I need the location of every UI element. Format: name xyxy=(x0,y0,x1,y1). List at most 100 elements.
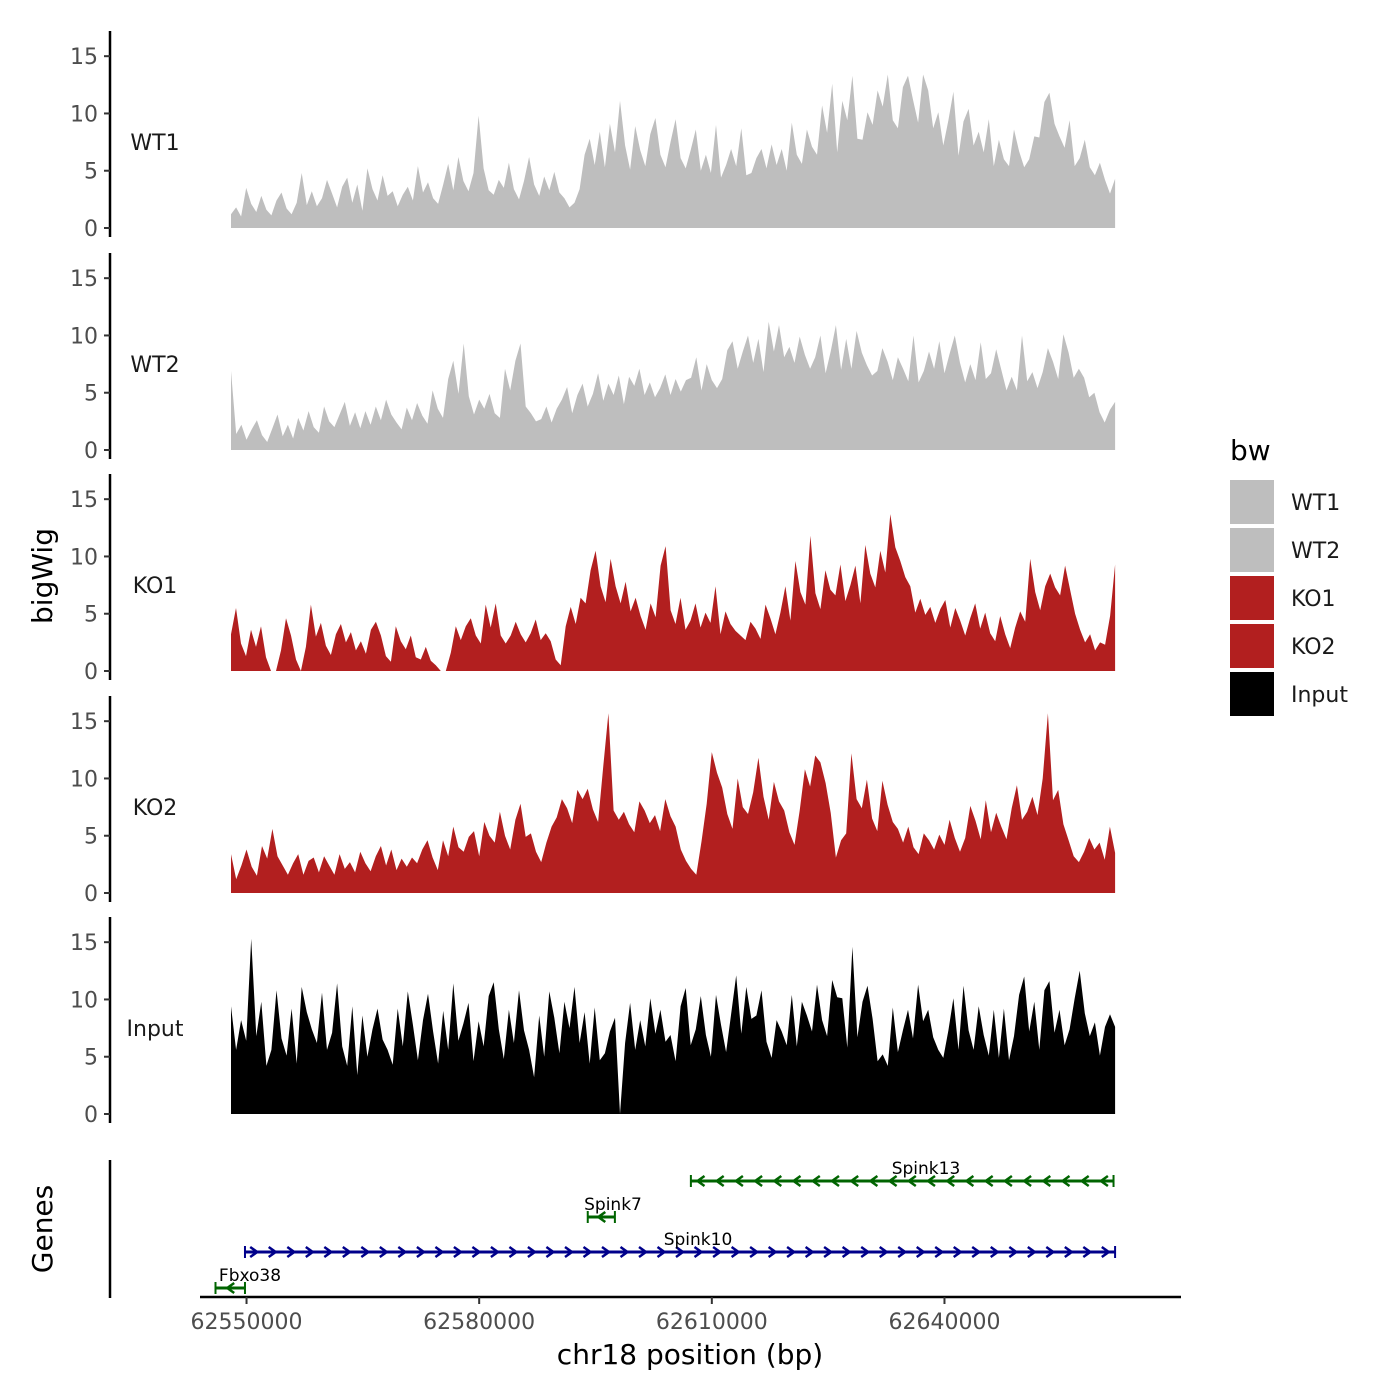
gene-chevron xyxy=(656,1245,667,1259)
legend-title: bw xyxy=(1230,434,1271,467)
gene-chevron xyxy=(397,1245,408,1259)
gene-chevron xyxy=(878,1245,889,1259)
signal-area-wt2 xyxy=(231,321,1116,450)
gene-chevron xyxy=(906,1174,917,1188)
legend-label-ko1: KO1 xyxy=(1291,587,1336,612)
gene-chevron xyxy=(471,1245,482,1259)
gene-label-spink7: Spink7 xyxy=(584,1195,642,1215)
legend-key-ko1 xyxy=(1230,576,1274,620)
y-tick-label-wt1-0: 0 xyxy=(84,217,98,242)
y-tick-label-wt2-10: 10 xyxy=(70,324,98,349)
tracks-area: 0 5 10 15 WT1 0 5 10 15 WT2 0 5 10 15 KO1 0 5 10 15 KO2 0 5 10… xyxy=(70,31,1116,1128)
gene-chevron xyxy=(342,1245,352,1259)
track-wt2: 0 5 10 15 WT2 xyxy=(70,253,1116,464)
track-label-wt2: WT2 xyxy=(130,353,179,378)
gene-label-spink10: Spink10 xyxy=(664,1230,733,1250)
gene-chevron xyxy=(490,1245,501,1259)
gene-chevron xyxy=(1002,1174,1013,1188)
gene-chevron xyxy=(1079,1174,1090,1188)
legend-key-wt2 xyxy=(1230,528,1274,572)
gene-chevron xyxy=(934,1245,945,1259)
legend-label-wt1: WT1 xyxy=(1291,491,1340,516)
gene-chevron xyxy=(267,1245,278,1259)
x-axis: 62550000 62580000 62610000 62640000 xyxy=(191,1295,1181,1335)
gene-chevron xyxy=(887,1174,898,1188)
gene-chevron xyxy=(810,1174,821,1188)
gene-chevron xyxy=(453,1245,464,1259)
y-tick-label-ko1-10: 10 xyxy=(70,545,98,570)
track-input: 0 5 10 15 Input xyxy=(70,917,1116,1128)
gene-chevron xyxy=(638,1245,649,1259)
y-tick-label-wt1-10: 10 xyxy=(70,102,98,127)
gene-chevron xyxy=(564,1245,575,1259)
gene-chevron xyxy=(868,1174,879,1188)
gene-chevron xyxy=(749,1245,760,1259)
gene-chevron xyxy=(752,1174,763,1188)
track-label-input: Input xyxy=(127,1017,184,1042)
gene-spink13: Spink13 xyxy=(689,1159,1115,1188)
gene-chevron xyxy=(1021,1174,1032,1188)
y-tick-label-input-0: 0 xyxy=(84,1103,98,1128)
gene-chevron xyxy=(1064,1245,1074,1259)
gene-chevron xyxy=(841,1245,852,1259)
legend-key-input xyxy=(1230,672,1274,716)
y-tick-label-wt2-0: 0 xyxy=(84,439,98,464)
gene-chevron xyxy=(1041,1174,1052,1188)
genes-panel: Spink13 Spink7 Spink10 Fbxo38 xyxy=(108,1159,1117,1298)
gene-chevron xyxy=(1098,1174,1109,1188)
signal-area-input xyxy=(231,938,1116,1114)
gene-chevron xyxy=(360,1245,371,1259)
gene-chevron xyxy=(1060,1174,1071,1188)
gene-chevron xyxy=(786,1245,797,1259)
gene-spink10: Spink10 xyxy=(243,1230,1117,1259)
track-label-ko2: KO2 xyxy=(133,796,178,821)
gene-fbxo38: Fbxo38 xyxy=(214,1266,281,1295)
legend-label-wt2: WT2 xyxy=(1291,539,1340,564)
gene-chevron xyxy=(714,1174,725,1188)
gene-chevron xyxy=(829,1174,840,1188)
legend-label-ko2: KO2 xyxy=(1291,635,1336,660)
track-ko2: 0 5 10 15 KO2 xyxy=(70,696,1116,907)
gene-chevron xyxy=(416,1245,427,1259)
y-tick-label-ko1-5: 5 xyxy=(84,603,98,628)
gene-chevron xyxy=(619,1245,630,1259)
y-tick-label-ko1-0: 0 xyxy=(84,660,98,685)
gene-chevron xyxy=(983,1174,994,1188)
gene-chevron xyxy=(434,1245,445,1259)
track-wt1: 0 5 10 15 WT1 xyxy=(70,31,1116,242)
gene-chevron xyxy=(989,1245,1000,1259)
y-tick-label-wt1-5: 5 xyxy=(84,160,98,185)
gene-chevron xyxy=(582,1245,593,1259)
y-axis-title: bigWig xyxy=(26,528,59,624)
gene-chevron xyxy=(305,1245,315,1259)
gene-chevron xyxy=(915,1245,926,1259)
legend: bw WT1 WT2 KO1 KO2 Input xyxy=(1230,434,1348,716)
gene-chevron xyxy=(323,1245,334,1259)
gene-chevron xyxy=(1045,1245,1056,1259)
gene-chevron xyxy=(730,1245,741,1259)
gene-chevron xyxy=(1101,1245,1111,1259)
x-tick-label-62610000: 62610000 xyxy=(656,1310,768,1335)
gene-chevron xyxy=(945,1174,955,1188)
gene-chevron xyxy=(286,1245,297,1259)
y-tick-label-ko1-15: 15 xyxy=(70,488,98,513)
legend-key-ko2 xyxy=(1230,624,1274,668)
y-tick-label-ko2-15: 15 xyxy=(70,710,98,735)
gene-chevron xyxy=(545,1245,556,1259)
gene-chevron xyxy=(791,1174,802,1188)
gene-chevron xyxy=(804,1245,815,1259)
gene-chevron xyxy=(695,1174,706,1188)
genes-axis-title: Genes xyxy=(26,1185,59,1273)
gene-label-spink13: Spink13 xyxy=(892,1159,961,1179)
gene-chevron xyxy=(693,1245,704,1259)
x-tick-label-62640000: 62640000 xyxy=(888,1310,1000,1335)
gene-chevron xyxy=(849,1174,859,1188)
gene-chevron xyxy=(767,1245,778,1259)
gene-chevron xyxy=(733,1174,744,1188)
gene-chevron xyxy=(1027,1245,1037,1259)
gene-chevron xyxy=(971,1245,982,1259)
signal-area-wt1 xyxy=(231,74,1116,228)
signal-area-ko2 xyxy=(231,713,1116,893)
gene-chevron xyxy=(225,1281,235,1295)
